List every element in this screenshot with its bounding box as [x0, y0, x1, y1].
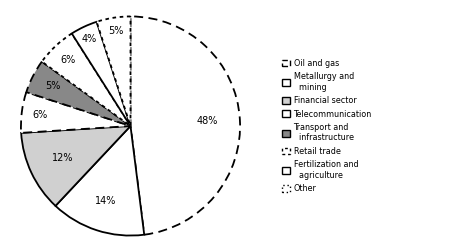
Text: 14%: 14%	[95, 196, 117, 206]
Text: 4%: 4%	[82, 34, 97, 44]
Text: 6%: 6%	[33, 110, 48, 120]
Wedge shape	[130, 16, 240, 235]
Wedge shape	[21, 126, 130, 206]
Wedge shape	[55, 126, 144, 236]
Wedge shape	[42, 34, 130, 126]
Text: 12%: 12%	[52, 153, 74, 163]
Text: 48%: 48%	[196, 116, 218, 126]
Text: 5%: 5%	[45, 81, 60, 91]
Text: 5%: 5%	[108, 26, 123, 36]
Wedge shape	[26, 61, 130, 126]
Text: 6%: 6%	[61, 55, 76, 65]
Legend: Oil and gas, Metallurgy and
  mining, Financial sector, Telecommunication, Trans: Oil and gas, Metallurgy and mining, Fina…	[281, 57, 374, 195]
Wedge shape	[21, 92, 130, 133]
Wedge shape	[97, 16, 130, 126]
Wedge shape	[72, 22, 130, 126]
